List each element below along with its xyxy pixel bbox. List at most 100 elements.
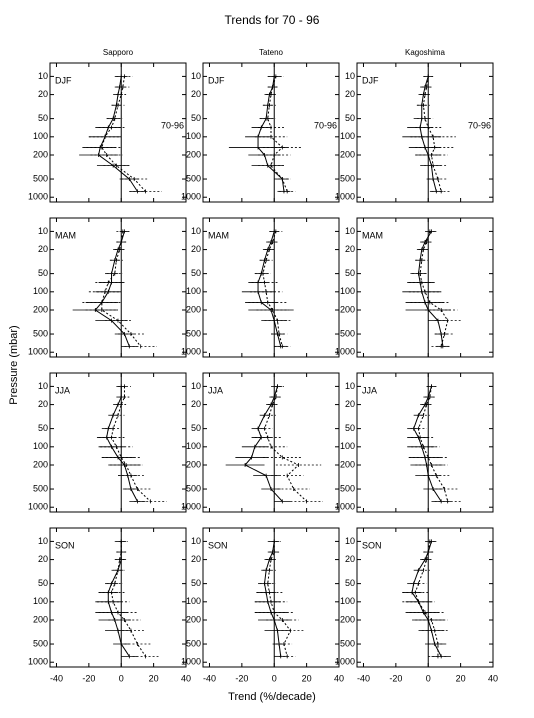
y-tick-label: 100 [340,596,355,606]
season-label: DJF [362,75,379,85]
profile-line [101,76,146,192]
panel-frame [49,62,187,203]
y-tick-label: 100 [186,131,201,141]
annotation: 70-96 [468,120,491,130]
profile-line [414,541,439,657]
y-tick-label: 50 [191,578,201,588]
y-tick-label: 200 [186,149,201,159]
panel-frame [202,62,340,203]
panel-frame [49,217,187,358]
profile-line [106,386,138,502]
y-tick-label: 20 [38,244,48,254]
y-tick-label: 10 [38,536,48,546]
panel-frame [356,62,494,203]
y-tick-label: 20 [345,399,355,409]
profile-line [257,76,285,192]
y-tick-label: 500 [340,328,355,338]
y-tick-label: 500 [33,638,48,648]
x-tick-label: 20 [149,673,159,683]
profile-line [267,76,288,192]
y-tick-label: 50 [191,423,201,433]
y-tick-label: 200 [340,614,355,624]
y-tick-label: 1000 [28,502,48,512]
profile-line [413,386,442,502]
season-label: DJF [55,75,72,85]
y-tick-label: 500 [340,483,355,493]
y-tick-label: 100 [186,441,201,451]
x-tick-label: -20 [235,673,248,683]
y-tick-label: 20 [191,554,201,564]
panel-frame [49,372,187,513]
profile-line [418,386,449,502]
y-tick-label: 10 [345,536,355,546]
y-tick-label: 10 [345,226,355,236]
x-tick-label: 40 [181,673,191,683]
season-label: SON [55,540,75,550]
y-tick-label: 500 [340,173,355,183]
y-tick-label: 1000 [28,192,48,202]
x-tick-label: -20 [82,673,95,683]
y-tick-label: 1000 [181,192,201,202]
profile-line [107,541,130,657]
profile-line [263,386,307,502]
y-tick-label: 50 [38,423,48,433]
y-tick-label: 20 [345,89,355,99]
y-tick-label: 20 [345,554,355,564]
y-tick-label: 1000 [181,502,201,512]
y-tick-label: 50 [345,578,355,588]
profile-line [419,231,449,347]
y-tick-label: 20 [38,399,48,409]
y-tick-label: 200 [33,149,48,159]
x-tick-label: 40 [334,673,344,683]
y-tick-label: 1000 [335,657,355,667]
y-tick-label: 20 [345,244,355,254]
profile-line [262,231,283,347]
y-tick-label: 1000 [181,657,201,667]
annotation: 70-96 [314,120,337,130]
y-tick-label: 10 [191,71,201,81]
y-tick-label: 20 [191,399,201,409]
x-tick-label: -40 [50,673,63,683]
y-tick-label: 50 [345,268,355,278]
panel-title: Kagoshima [405,48,446,57]
y-tick-label: 1000 [335,347,355,357]
profile-line [257,231,282,347]
y-tick-label: 100 [33,441,48,451]
x-tick-label: 0 [119,673,124,683]
panel-frame [202,372,340,513]
y-tick-label: 100 [186,596,201,606]
y-tick-label: 500 [186,328,201,338]
y-tick-label: 50 [38,113,48,123]
profile-line [94,231,130,347]
y-tick-label: 20 [38,89,48,99]
season-label: DJF [208,75,225,85]
y-tick-label: 20 [38,554,48,564]
y-tick-label: 10 [345,71,355,81]
panel-frame [49,527,187,668]
profile-line [101,231,142,347]
y-tick-label: 50 [191,113,201,123]
y-tick-label: 100 [340,131,355,141]
profile-line [267,541,292,657]
y-tick-label: 20 [191,244,201,254]
y-tick-label: 50 [38,268,48,278]
panel-title: Tateno [259,48,284,57]
y-tick-label: 10 [38,381,48,391]
panel-frame [356,527,494,668]
x-axis-label: Trend (%/decade) [228,691,316,703]
x-tick-label: 0 [272,673,277,683]
y-tick-label: 200 [186,304,201,314]
chart-title: Trends for 70 - 96 [225,13,320,27]
y-tick-label: 10 [191,381,201,391]
y-tick-label: 500 [186,483,201,493]
y-tick-label: 50 [191,268,201,278]
y-tick-label: 500 [186,173,201,183]
y-tick-label: 100 [340,441,355,451]
y-tick-label: 200 [186,614,201,624]
y-tick-label: 50 [345,113,355,123]
season-label: JJA [55,385,70,395]
x-tick-label: 40 [488,673,498,683]
y-tick-label: 100 [340,286,355,296]
y-tick-label: 200 [340,459,355,469]
y-tick-label: 200 [340,149,355,159]
